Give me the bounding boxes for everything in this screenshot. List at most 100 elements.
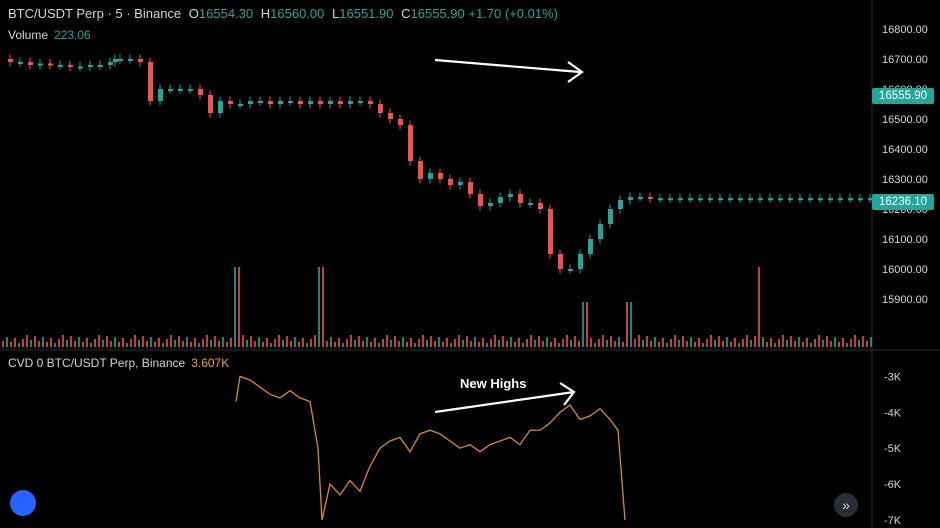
candle-body: [658, 198, 663, 201]
volume-bar: [518, 338, 520, 347]
volume-bar: [666, 343, 668, 347]
volume-bar: [470, 341, 472, 347]
volume-bar: [454, 339, 456, 347]
volume-bar: [778, 339, 780, 347]
volume-bar: [542, 341, 544, 347]
volume-bar: [602, 335, 604, 347]
volume-bar: [314, 335, 316, 347]
candle-body: [458, 182, 463, 185]
volume-bar: [214, 336, 216, 347]
volume-bar: [162, 343, 164, 347]
candle-body: [518, 194, 523, 203]
volume-bar: [126, 343, 128, 347]
volume-bar: [486, 343, 488, 347]
high-value: 16560.00: [270, 6, 325, 21]
volume-bar: [830, 341, 832, 347]
volume-bar: [62, 335, 64, 347]
volume-bar: [438, 337, 440, 347]
cvd-trend-arrow: [434, 390, 575, 414]
volume-bar: [310, 339, 312, 347]
volume-bar: [102, 340, 104, 347]
candle-body: [208, 95, 213, 113]
cvd-tick: -7K: [884, 515, 902, 527]
volume-bar: [394, 336, 396, 347]
volume-bar: [430, 336, 432, 347]
volume-bar: [390, 340, 392, 347]
volume-bar: [530, 335, 532, 347]
volume-bar: [506, 341, 508, 347]
volume-bar: [38, 341, 40, 347]
candle-body: [368, 101, 373, 104]
volume-bar: [750, 340, 752, 347]
volume-bar: [378, 343, 380, 347]
volume-bar: [302, 338, 304, 347]
volume-bar: [246, 340, 248, 347]
volume-bar: [118, 342, 120, 347]
volume-bar: [166, 339, 168, 347]
volume-bar: [106, 336, 108, 347]
volume-bar: [850, 339, 852, 347]
volume-bar: [286, 336, 288, 347]
candle-body: [113, 59, 118, 62]
candle-body: [598, 224, 603, 239]
volume-bar: [26, 335, 28, 347]
volume-bar: [250, 336, 252, 347]
volume-bar: [218, 341, 220, 347]
volume-bar: [130, 339, 132, 347]
volume-bar: [642, 340, 644, 347]
volume-bar: [670, 339, 672, 347]
candle-body: [478, 194, 483, 206]
volume-bar: [522, 343, 524, 347]
volume-bar: [866, 341, 868, 347]
volume-bar: [818, 335, 820, 347]
volume-bar: [618, 337, 620, 347]
candle-body: [578, 254, 583, 269]
volume-legend[interactable]: Volume 223.06: [8, 28, 91, 42]
volume-bar: [462, 340, 464, 347]
volume-bar: [242, 335, 244, 347]
volume-bar: [810, 343, 812, 347]
volume-bar: [134, 335, 136, 347]
volume-bar: [422, 335, 424, 347]
candle-body: [138, 59, 143, 62]
volume-bar: [822, 340, 824, 347]
volume-bar: [398, 341, 400, 347]
volume-bar: [834, 337, 836, 347]
candle-body: [198, 89, 203, 95]
volume-bar: [294, 337, 296, 347]
candle-body: [268, 101, 273, 104]
volume-bar: [494, 335, 496, 347]
volume-bar: [182, 341, 184, 347]
volume-bar: [418, 339, 420, 347]
volume-bar: [686, 341, 688, 347]
candle-body: [818, 198, 823, 201]
candle-body: [398, 119, 403, 125]
volume-bar: [362, 341, 364, 347]
candle-body: [338, 101, 343, 104]
candle-body: [388, 113, 393, 119]
volume-bar: [290, 341, 292, 347]
volume-bar: [374, 338, 376, 347]
volume-bar: [466, 336, 468, 347]
volume-bar: [234, 267, 236, 347]
candle-body: [258, 101, 263, 103]
candle-body: [798, 198, 803, 201]
volume-bar: [78, 337, 80, 347]
volume-bar: [386, 335, 388, 347]
candle-body: [78, 66, 83, 69]
volume-bar: [634, 339, 636, 347]
candle-body: [718, 198, 723, 201]
double-chevron-right-icon[interactable]: »: [834, 493, 858, 517]
cvd-legend[interactable]: CVD 0 BTC/USDT Perp, Binance 3.607K: [8, 356, 230, 370]
volume-bar: [426, 340, 428, 347]
candle-body: [238, 104, 243, 106]
symbol-title[interactable]: BTC/USDT Perp · 5 · Binance: [8, 6, 182, 21]
volume-bar: [510, 337, 512, 347]
current-price-label: 16236.10: [872, 194, 934, 210]
volume-bar: [346, 339, 348, 347]
tradingview-logo-icon[interactable]: [10, 490, 36, 516]
volume-bar: [254, 341, 256, 347]
cvd-axis: -3K -4K -5K -6K -7K: [884, 371, 902, 527]
